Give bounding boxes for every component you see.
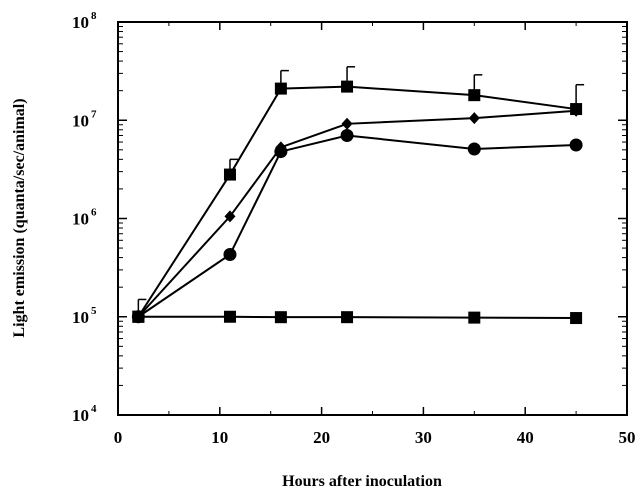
y-tick-base: 10 [72, 111, 89, 130]
square-marker [341, 311, 354, 324]
x-tick-label: 20 [313, 428, 330, 447]
circle-marker [569, 138, 583, 152]
series-markers [131, 80, 583, 325]
series-lines [137, 85, 577, 320]
y-tick-base: 10 [72, 210, 89, 229]
error-bars [137, 66, 585, 317]
y-tick-base: 10 [72, 308, 89, 327]
diamond-marker [468, 112, 480, 125]
y-tick-label: 10 5 [72, 305, 97, 327]
plot-frame [117, 21, 628, 416]
y-tick-exponent: 6 [91, 207, 97, 219]
diamond-marker [341, 117, 353, 130]
square-marker [132, 310, 145, 323]
square-marker [570, 312, 583, 325]
x-tick-labels: 0 10 20 30 40 50 [114, 428, 636, 447]
y-tick-label: 10 6 [72, 207, 97, 229]
diamond-marker [570, 104, 582, 117]
circle-marker [274, 145, 288, 159]
square-marker [223, 310, 236, 323]
square-marker [468, 311, 481, 324]
y-tick-base: 10 [72, 13, 89, 32]
square-marker [341, 80, 354, 93]
y-axis-title: Light emission (quanta/sec/animal) [11, 98, 28, 337]
series-line [138, 315, 577, 320]
axis-ticks [117, 21, 628, 416]
square-marker [274, 311, 287, 324]
series-line [137, 85, 577, 318]
x-tick-label: 10 [211, 428, 228, 447]
y-tick-exponent: 5 [91, 305, 97, 317]
y-tick-label: 10 8 [72, 10, 97, 32]
x-tick-label: 0 [114, 428, 123, 447]
x-axis-title: Hours after inoculation [282, 473, 442, 490]
x-tick-label: 50 [619, 428, 636, 447]
x-tick-label: 30 [415, 428, 432, 447]
y-tick-label: 10 7 [72, 108, 97, 130]
circle-marker [467, 142, 481, 156]
square-marker [223, 168, 236, 181]
y-tick-exponent: 4 [91, 403, 97, 415]
y-tick-base: 10 [72, 406, 89, 425]
diamond-marker [224, 210, 236, 223]
series-line [137, 109, 577, 318]
series-line [137, 134, 577, 318]
circle-marker [223, 248, 237, 262]
circle-marker [340, 128, 354, 142]
y-tick-label: 10 4 [72, 403, 97, 425]
square-marker [274, 82, 287, 95]
x-tick-label: 40 [517, 428, 534, 447]
y-tick-exponent: 7 [91, 108, 97, 120]
y-tick-exponent: 8 [91, 10, 97, 22]
square-marker [468, 89, 481, 102]
